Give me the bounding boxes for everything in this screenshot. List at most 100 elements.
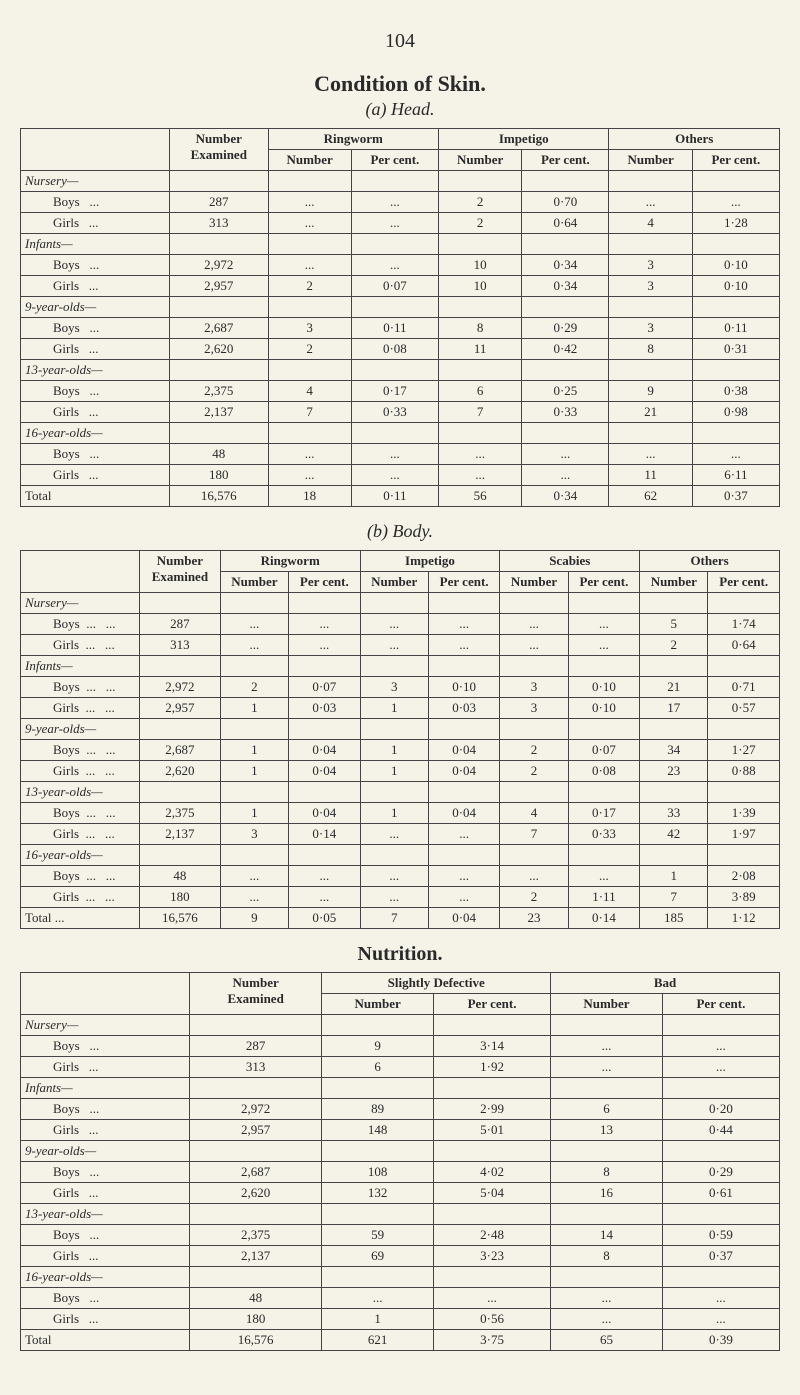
cell-empty — [322, 1267, 434, 1288]
cell-value: ... — [360, 887, 428, 908]
cell-empty — [609, 234, 692, 255]
cell-empty — [220, 782, 288, 803]
cell-value: 313 — [170, 213, 269, 234]
col-group: Others — [640, 551, 780, 572]
cell-empty — [268, 297, 351, 318]
col-sub: Per cent. — [568, 572, 640, 593]
cell-value: 0·71 — [708, 677, 780, 698]
cell-value: 3 — [500, 677, 568, 698]
cell-value: 2,620 — [190, 1183, 322, 1204]
cell-value: 3·14 — [434, 1036, 551, 1057]
cell-value: 0·98 — [692, 402, 779, 423]
cell-value: 1 — [360, 761, 428, 782]
row-label: Boys ... — [21, 1225, 190, 1246]
cell-empty — [220, 719, 288, 740]
col-group: Scabies — [500, 551, 640, 572]
cell-empty — [140, 845, 221, 866]
cell-value: ... — [428, 635, 500, 656]
group-label: Infants— — [21, 234, 170, 255]
col-sub: Number — [322, 994, 434, 1015]
cell-value: 1 — [640, 866, 708, 887]
cell-value: 2,957 — [190, 1120, 322, 1141]
cell-value: 180 — [140, 887, 221, 908]
cell-value: ... — [428, 887, 500, 908]
cell-value: 0·33 — [522, 402, 609, 423]
cell-value: 1·12 — [708, 908, 780, 929]
cell-empty — [568, 719, 640, 740]
cell-empty — [662, 1078, 779, 1099]
cell-value: 0·42 — [522, 339, 609, 360]
cell-value: 2·99 — [434, 1099, 551, 1120]
col-sub: Number — [220, 572, 288, 593]
cell-value: 1 — [220, 698, 288, 719]
cell-empty — [500, 782, 568, 803]
cell-value: 10 — [439, 276, 522, 297]
cell-empty — [439, 297, 522, 318]
row-label: Boys ... ... — [21, 677, 140, 698]
cell-empty — [351, 423, 438, 444]
cell-value: 0·04 — [428, 908, 500, 929]
col-sub: Number — [500, 572, 568, 593]
cell-empty — [220, 593, 288, 614]
cell-empty — [322, 1078, 434, 1099]
cell-value: 65 — [551, 1330, 663, 1351]
cell-value: 2,972 — [190, 1099, 322, 1120]
row-label: Boys ... ... — [21, 803, 140, 824]
cell-value: 0·04 — [428, 761, 500, 782]
cell-empty — [360, 845, 428, 866]
cell-value: 1·28 — [692, 213, 779, 234]
cell-empty — [220, 845, 288, 866]
cell-empty — [170, 234, 269, 255]
cell-value: 2,687 — [170, 318, 269, 339]
row-label: Girls ... — [21, 339, 170, 360]
cell-value: 132 — [322, 1183, 434, 1204]
cell-value: 4 — [609, 213, 692, 234]
cell-empty — [140, 782, 221, 803]
cell-value: 8 — [551, 1162, 663, 1183]
page-number: 104 — [20, 30, 780, 53]
cell-empty — [551, 1078, 663, 1099]
group-label: Nursery— — [21, 593, 140, 614]
row-label: Boys ... — [21, 1036, 190, 1057]
cell-value: 3 — [220, 824, 288, 845]
cell-value: ... — [551, 1309, 663, 1330]
cell-value: 0·44 — [662, 1120, 779, 1141]
cell-value: 0·05 — [289, 908, 361, 929]
cell-value: 148 — [322, 1120, 434, 1141]
cell-empty — [500, 593, 568, 614]
cell-value: 3·89 — [708, 887, 780, 908]
cell-value: 56 — [439, 486, 522, 507]
cell-value: 0·04 — [428, 740, 500, 761]
cell-value: ... — [692, 444, 779, 465]
cell-value: 16,576 — [140, 908, 221, 929]
cell-value: ... — [428, 614, 500, 635]
cell-value: ... — [551, 1036, 663, 1057]
cell-value: 0·07 — [289, 677, 361, 698]
col-group: Ringworm — [220, 551, 360, 572]
table-a-subhead: (a) Head. — [20, 99, 780, 120]
cell-empty — [170, 171, 269, 192]
cell-value: 5 — [640, 614, 708, 635]
cell-value: 0·61 — [662, 1183, 779, 1204]
cell-value: ... — [609, 192, 692, 213]
cell-value: 2,137 — [140, 824, 221, 845]
cell-value: 2,687 — [140, 740, 221, 761]
cell-value: 6 — [322, 1057, 434, 1078]
cell-value: 1·74 — [708, 614, 780, 635]
cell-empty — [268, 423, 351, 444]
cell-empty — [434, 1141, 551, 1162]
cell-value: 21 — [640, 677, 708, 698]
total-label: Total ... — [21, 908, 140, 929]
cell-value: 2,972 — [140, 677, 221, 698]
cell-empty — [568, 782, 640, 803]
cell-value: 2 — [500, 887, 568, 908]
cell-value: 2,957 — [140, 698, 221, 719]
cell-empty — [289, 782, 361, 803]
cell-empty — [351, 234, 438, 255]
cell-value: 1·39 — [708, 803, 780, 824]
cell-value: 8 — [609, 339, 692, 360]
cell-value: 2,687 — [190, 1162, 322, 1183]
cell-value: 2,375 — [190, 1225, 322, 1246]
cell-empty — [662, 1204, 779, 1225]
cell-empty — [439, 360, 522, 381]
